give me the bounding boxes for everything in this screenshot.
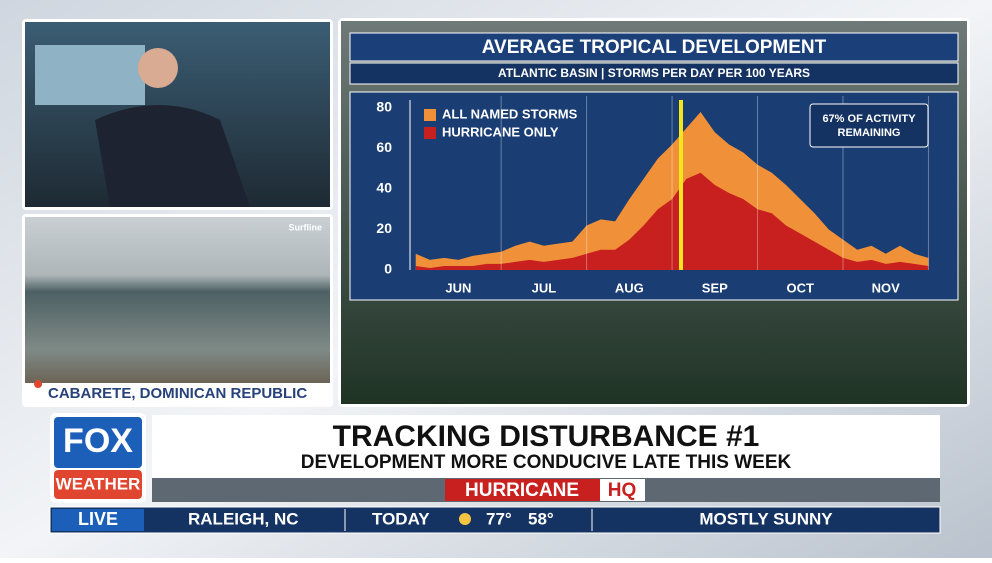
subtitle-bar (349, 62, 959, 85)
live-box (52, 509, 144, 531)
y-tick-label: 80 (376, 99, 392, 115)
location: CABARETE, DOMINICAN REPUBLIC (48, 385, 307, 402)
live: LIVE (78, 509, 118, 529)
legend-swatch (424, 127, 436, 139)
headline-box (152, 415, 940, 478)
legend-swatch (424, 109, 436, 121)
brand-box (445, 479, 600, 501)
legend-label: HURRICANE ONLY (442, 124, 559, 139)
watermark: Surfline (288, 222, 322, 232)
brand: HQ (608, 480, 637, 501)
plot: 0 20 40 60 80 JUN JUL AUG SEP OCT NOV ALL NAMED STO… (376, 96, 929, 295)
pin-icon (34, 380, 43, 388)
brand: HURRICANE (465, 480, 579, 501)
day: TODAY (372, 509, 430, 528)
x-tick-label: SEP (702, 280, 728, 295)
x-tick-label: OCT (787, 280, 815, 295)
low: 58° (528, 509, 554, 528)
area (415, 172, 929, 270)
logo-text: FOX (63, 422, 133, 460)
brand-box (600, 479, 645, 501)
logo-top (54, 417, 142, 468)
high: 77° (486, 509, 512, 528)
logo-bottom (54, 470, 142, 499)
screen-wall (35, 45, 145, 105)
x-tick-label: JUL (532, 280, 557, 295)
annotation: 67% OF ACTIVITY (822, 113, 916, 125)
annotation-box (809, 103, 929, 148)
y-tick-label: 40 (376, 180, 392, 196)
title-bar (349, 32, 959, 62)
annotation: REMAINING (838, 127, 901, 139)
legend-label: ALL NAMED STORMS (442, 106, 578, 121)
headline: TRACKING DISTURBANCE #1 (333, 420, 760, 453)
chart-subtitle: ATLANTIC BASIN | STORMS PER DAY PER 100 … (498, 66, 810, 80)
ticker (49, 506, 941, 534)
y-tick-label: 0 (384, 261, 392, 277)
chart-title: AVERAGE TROPICAL DEVELOPMENT (482, 37, 827, 58)
area (415, 112, 929, 270)
presenter-head (138, 48, 178, 88)
beach-video (25, 217, 330, 383)
forecast: MOSTLY SUNNY (699, 509, 833, 528)
x-tick-label: NOV (872, 280, 901, 295)
logo-text: WEATHER (56, 474, 141, 493)
city: RALEIGH, NC (188, 509, 299, 528)
x-tick-label: JUN (445, 280, 471, 295)
sun-icon (459, 513, 471, 525)
presenter (95, 105, 250, 207)
x-tick-label: AUG (615, 280, 644, 295)
y-tick-label: 60 (376, 139, 392, 155)
y-tick-label: 20 (376, 220, 392, 236)
subheadline: DEVELOPMENT MORE CONDUCIVE LATE THIS WEE… (301, 452, 792, 473)
